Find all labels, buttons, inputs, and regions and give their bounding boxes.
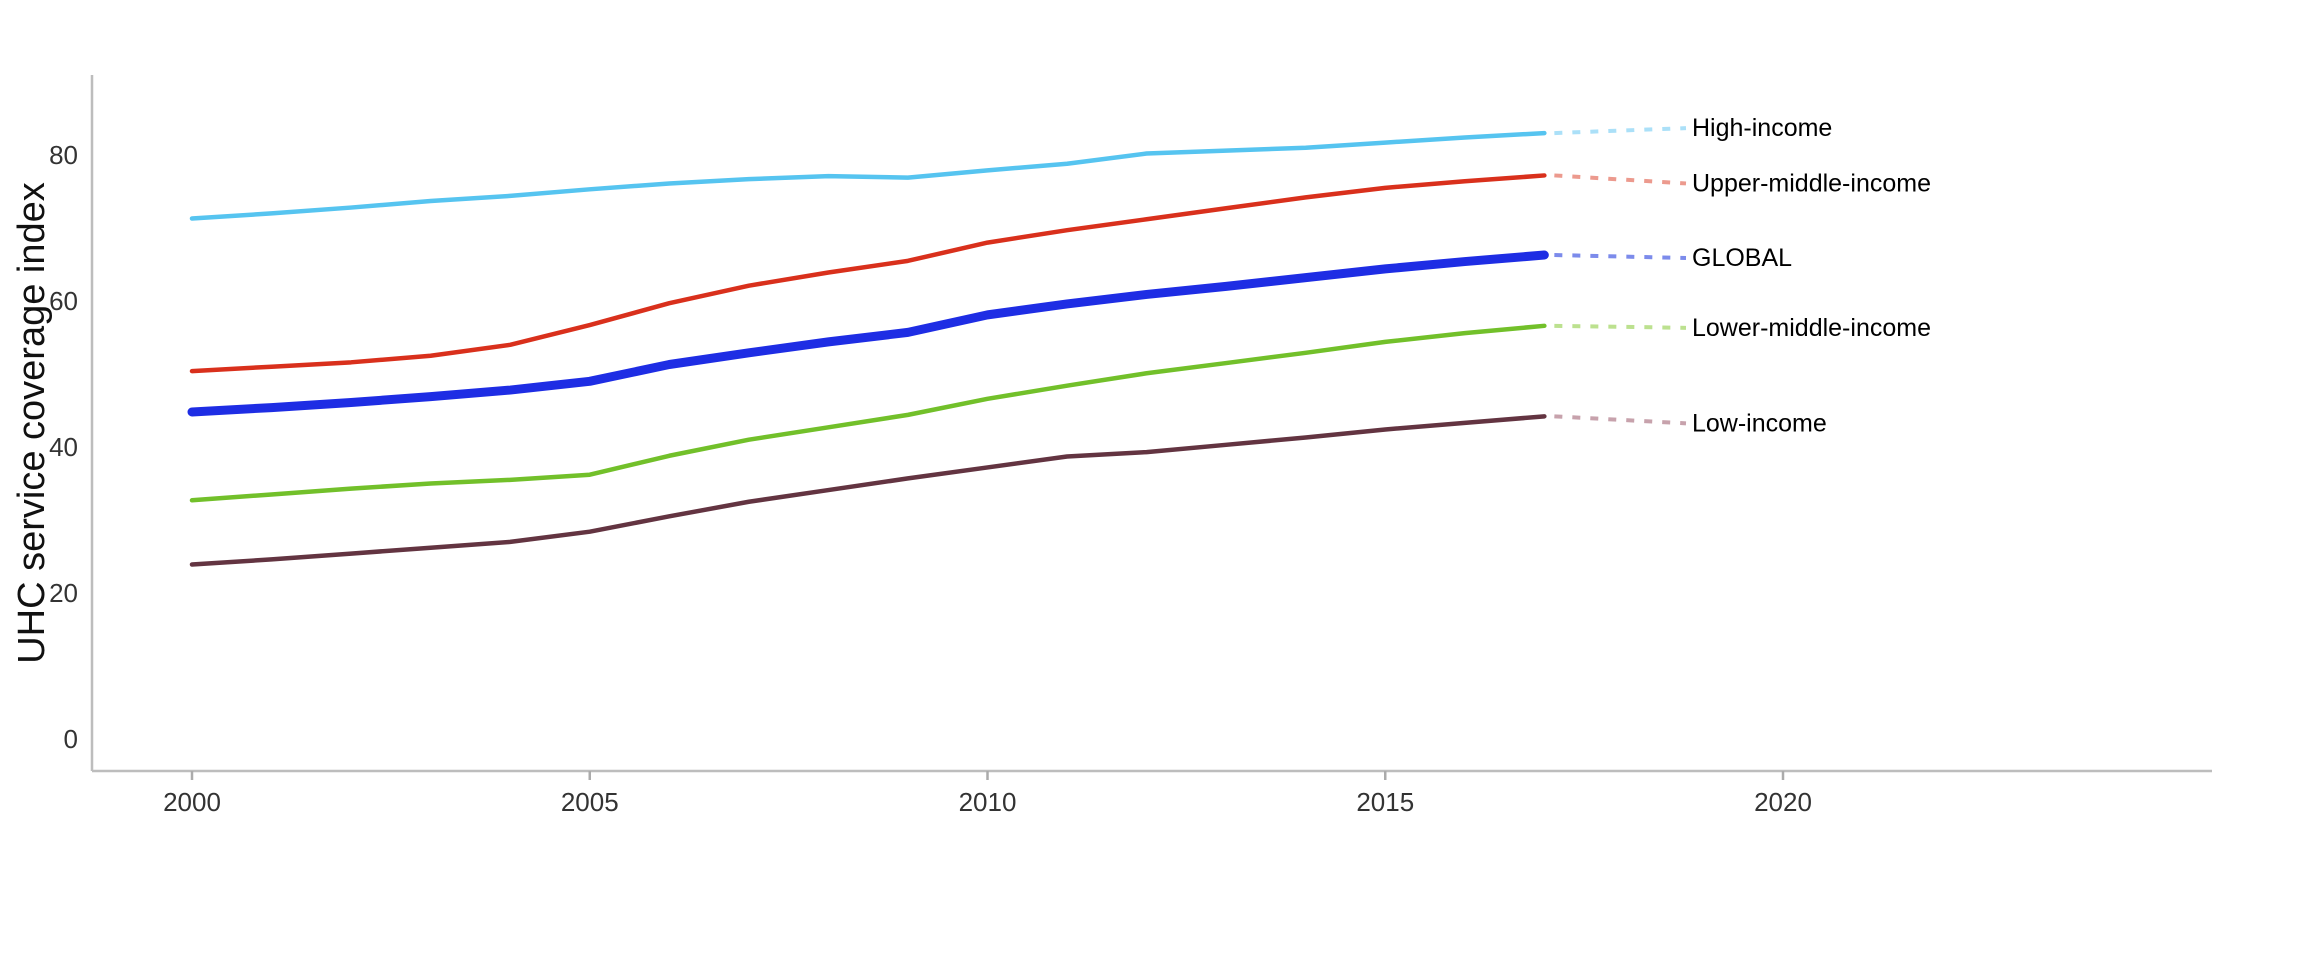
series-label-lower-middle-income: Lower-middle-income	[1692, 314, 1931, 342]
series-line-upper-middle-income	[189, 173, 1547, 374]
x-axis-tick-label: 2010	[959, 787, 1017, 817]
leader-line-upper-middle-income	[1554, 173, 1687, 186]
series-label-high-income: High-income	[1692, 114, 1832, 142]
y-axis-tick-label: 0	[64, 724, 78, 754]
series-line-high-income	[189, 130, 1547, 221]
leader-line-high-income	[1554, 126, 1687, 136]
x-axis-tick-label: 2015	[1356, 787, 1414, 817]
x-axis-tick-label: 2005	[561, 787, 619, 817]
leader-line-global	[1554, 253, 1687, 261]
series-line-global	[187, 250, 1549, 417]
series-line-low-income	[189, 414, 1547, 567]
y-axis-tick-label: 40	[49, 432, 78, 462]
leader-line-low-income	[1554, 414, 1687, 426]
y-axis-tick-label: 80	[49, 140, 78, 170]
series-label-upper-middle-income: Upper-middle-income	[1692, 169, 1931, 197]
y-axis-tick-label: 60	[49, 286, 78, 316]
series-label-low-income: Low-income	[1692, 409, 1827, 437]
x-axis-tick-label: 2000	[163, 787, 221, 817]
series-line-lower-middle-income	[189, 323, 1547, 503]
y-axis-tick-label: 20	[49, 578, 78, 608]
series-label-global: GLOBAL	[1692, 244, 1792, 272]
leader-line-lower-middle-income	[1554, 323, 1687, 330]
y-axis-title: UHC service coverage index	[11, 182, 53, 664]
x-axis-tick-label: 2020	[1754, 787, 1812, 817]
